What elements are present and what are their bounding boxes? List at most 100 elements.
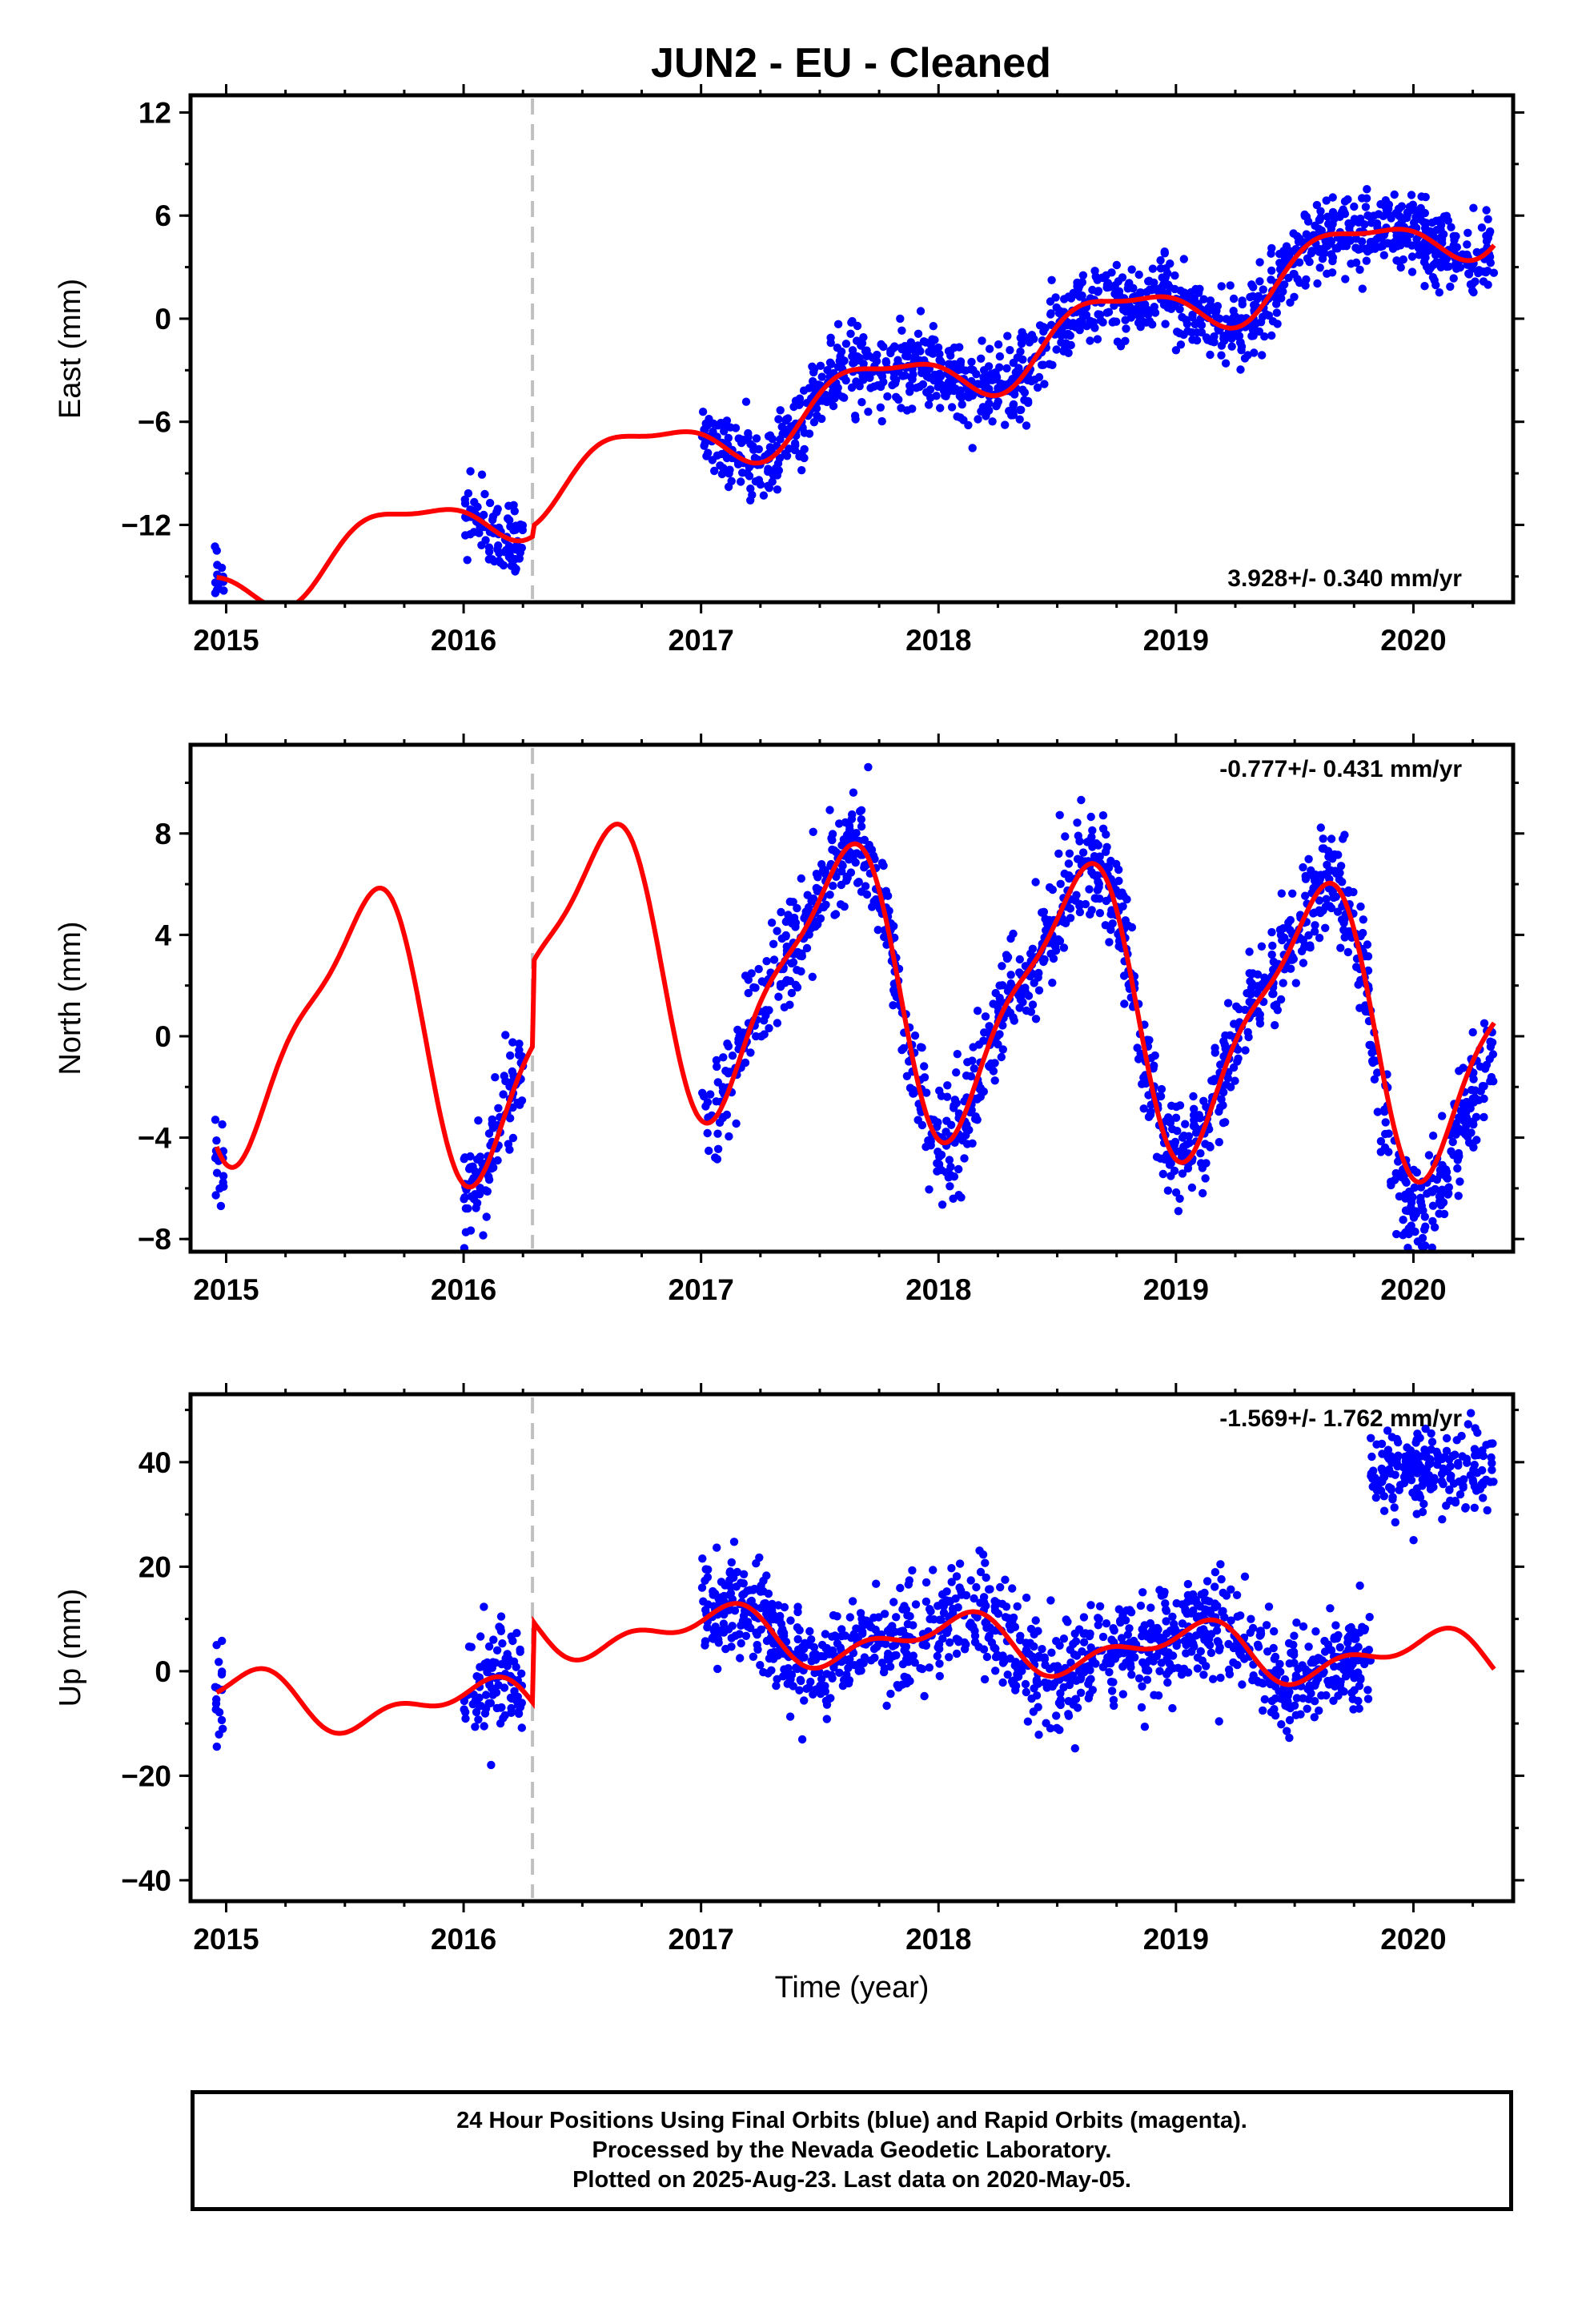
data-point <box>1363 952 1373 961</box>
data-point <box>1431 251 1440 259</box>
data-point <box>765 443 775 452</box>
data-point <box>724 482 733 492</box>
data-point <box>1059 1634 1069 1643</box>
data-point <box>921 1597 931 1606</box>
data-point <box>1467 1409 1476 1417</box>
data-point <box>1175 1101 1185 1110</box>
data-point <box>1255 258 1264 267</box>
data-point <box>1108 919 1117 928</box>
data-point <box>995 352 1005 361</box>
data-point <box>733 1025 742 1035</box>
data-point <box>746 1048 755 1057</box>
data-point <box>890 342 899 351</box>
data-point <box>1032 1677 1042 1687</box>
data-point <box>919 337 929 346</box>
data-point <box>945 1653 954 1662</box>
data-point <box>1229 307 1238 316</box>
data-point <box>1267 927 1276 937</box>
data-point <box>741 971 750 980</box>
data-point <box>1351 1634 1360 1643</box>
data-point <box>1079 1613 1089 1622</box>
data-point <box>1232 1590 1242 1600</box>
data-point <box>488 1658 497 1667</box>
data-point <box>1364 1646 1374 1655</box>
data-point <box>1439 1464 1447 1474</box>
data-point <box>869 1613 878 1622</box>
data-point <box>1023 396 1033 406</box>
data-point <box>1153 1623 1162 1633</box>
data-point <box>1390 190 1399 199</box>
data-point <box>1301 875 1311 883</box>
data-point <box>726 1589 736 1598</box>
data-point <box>849 854 857 863</box>
data-point <box>1469 203 1478 212</box>
data-point <box>1486 259 1496 267</box>
data-point <box>703 1128 712 1138</box>
data-point <box>929 322 938 331</box>
data-point <box>1217 351 1226 360</box>
data-point <box>773 459 783 468</box>
data-point <box>773 927 781 935</box>
data-point <box>1415 1433 1424 1442</box>
data-point <box>509 501 518 509</box>
footer-line-1: 24 Hour Positions Using Final Orbits (bl… <box>456 2108 1247 2133</box>
data-point <box>1416 1193 1425 1203</box>
data-point <box>1109 1624 1118 1633</box>
data-point <box>1486 1042 1496 1051</box>
data-point <box>1338 878 1347 887</box>
data-point <box>886 1689 895 1699</box>
data-point <box>901 371 909 380</box>
data-point <box>828 845 837 854</box>
data-point <box>1301 281 1310 290</box>
data-point <box>1141 300 1150 309</box>
data-point <box>1339 207 1349 217</box>
data-point <box>212 1168 222 1177</box>
data-point <box>1446 282 1455 292</box>
data-point <box>946 1638 954 1647</box>
data-point <box>1195 1111 1203 1120</box>
data-point <box>998 1659 1008 1667</box>
data-point <box>1343 888 1353 898</box>
data-point <box>1268 990 1277 999</box>
data-point <box>1461 1106 1470 1115</box>
data-point <box>925 1185 934 1194</box>
data-point <box>1189 1121 1199 1131</box>
data-point <box>1182 316 1191 324</box>
data-point <box>817 414 826 424</box>
data-point <box>1286 298 1295 307</box>
data-point <box>1281 1701 1290 1710</box>
data-point <box>1320 1636 1329 1646</box>
data-point <box>1336 943 1345 952</box>
data-point <box>732 1119 741 1128</box>
data-point <box>903 1674 912 1683</box>
data-point <box>797 874 805 883</box>
data-point <box>896 1583 905 1593</box>
data-point <box>793 903 801 913</box>
data-point <box>972 370 981 379</box>
data-point <box>706 1090 715 1099</box>
data-point <box>1009 358 1018 368</box>
data-point <box>1136 1601 1146 1610</box>
data-point <box>1379 1506 1389 1515</box>
data-point <box>905 381 914 390</box>
data-point <box>1079 1638 1089 1647</box>
data-point <box>1291 979 1301 987</box>
data-point <box>1322 895 1331 903</box>
data-point <box>1327 1675 1336 1685</box>
data-point <box>1095 895 1104 903</box>
data-point <box>1165 1160 1174 1169</box>
data-point <box>756 480 765 489</box>
data-point <box>497 1659 506 1669</box>
data-point <box>1416 1452 1425 1461</box>
data-point <box>1029 1707 1038 1716</box>
data-point <box>884 1649 893 1659</box>
data-point <box>821 1630 830 1638</box>
data-point <box>753 1645 762 1654</box>
data-point <box>1014 364 1023 372</box>
data-point <box>1449 274 1458 283</box>
data-point <box>726 1582 735 1591</box>
data-point <box>910 1659 920 1667</box>
data-point <box>1045 360 1054 368</box>
data-point <box>1247 332 1256 340</box>
data-point <box>1016 1631 1025 1640</box>
